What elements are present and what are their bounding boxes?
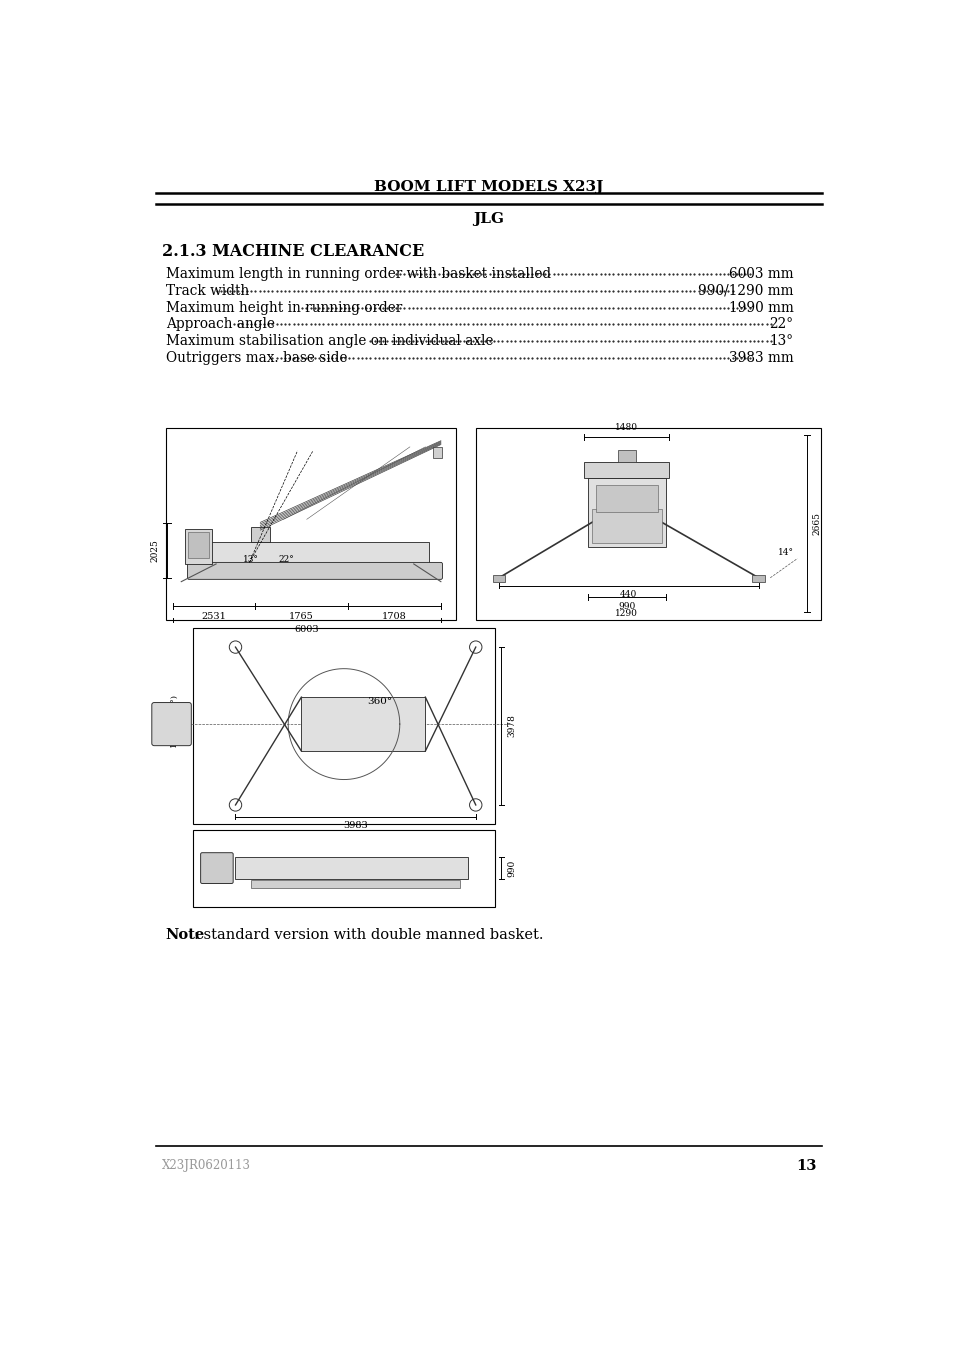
Text: Maximum height in running order: Maximum height in running order (166, 301, 406, 315)
Text: Maximum length in running order with basket installed: Maximum length in running order with bas… (166, 267, 555, 281)
Bar (207, 867, 212, 871)
Text: 3978: 3978 (507, 714, 516, 737)
Bar (433, 447, 442, 459)
Text: 2.1.3 MACHINE CLEARANCE: 2.1.3 MACHINE CLEARANCE (162, 243, 424, 259)
Text: : standard version with double manned basket.: : standard version with double manned ba… (194, 929, 543, 942)
Bar (596, 486, 658, 513)
Bar (185, 529, 212, 564)
Text: 22°: 22° (769, 317, 793, 332)
Text: 2665: 2665 (811, 513, 821, 536)
Text: BOOM LIFT MODELS X23J: BOOM LIFT MODELS X23J (374, 180, 603, 193)
Text: 440: 440 (619, 590, 637, 599)
Bar (251, 880, 459, 888)
Bar (188, 532, 209, 558)
Text: 3983 mm: 3983 mm (728, 351, 793, 366)
Text: Maximum stabilisation angle on individual axle: Maximum stabilisation angle on individua… (166, 335, 501, 348)
Text: 124°(+/-62°): 124°(+/-62°) (170, 694, 177, 748)
Text: 22°: 22° (278, 555, 294, 564)
Bar (493, 575, 505, 582)
Text: 990: 990 (507, 860, 516, 876)
Text: 1708: 1708 (381, 612, 406, 621)
Bar (200, 543, 429, 564)
Text: 14°: 14° (778, 548, 793, 556)
Text: 360°: 360° (367, 697, 392, 706)
Bar (207, 860, 212, 864)
Text: 6003 mm: 6003 mm (728, 267, 793, 281)
Bar (587, 478, 665, 547)
Text: Note: Note (166, 929, 205, 942)
Bar (193, 628, 495, 825)
Text: 1290: 1290 (615, 609, 638, 618)
Text: X23JR0620113: X23JR0620113 (162, 1160, 251, 1172)
Text: Track width: Track width (166, 284, 253, 297)
Text: 13: 13 (796, 1160, 816, 1173)
Text: Approach angle: Approach angle (166, 317, 283, 332)
Bar (301, 697, 425, 751)
Bar (592, 509, 661, 543)
Text: 2531: 2531 (201, 612, 227, 621)
FancyBboxPatch shape (152, 702, 192, 745)
Text: 6003: 6003 (294, 625, 319, 633)
Text: 3983: 3983 (343, 821, 368, 830)
Text: 990/1290 mm: 990/1290 mm (698, 284, 793, 297)
Text: 13°: 13° (769, 335, 793, 348)
Text: 990: 990 (618, 602, 635, 612)
Text: 1990 mm: 1990 mm (728, 301, 793, 315)
Bar (193, 830, 495, 907)
Text: 2025: 2025 (151, 539, 159, 562)
Bar (166, 428, 456, 620)
Bar (476, 428, 820, 620)
Bar (235, 857, 468, 879)
FancyBboxPatch shape (187, 563, 442, 579)
Bar (617, 450, 636, 462)
Text: JLG: JLG (473, 212, 504, 225)
Bar (583, 462, 669, 478)
FancyBboxPatch shape (200, 853, 233, 883)
Text: Outriggers max. base side: Outriggers max. base side (166, 351, 347, 366)
Text: 1765: 1765 (289, 612, 314, 621)
Text: 13°: 13° (243, 555, 259, 564)
Bar (207, 873, 212, 878)
Bar (251, 526, 270, 543)
Bar (752, 575, 764, 582)
Text: 1480: 1480 (615, 424, 638, 432)
